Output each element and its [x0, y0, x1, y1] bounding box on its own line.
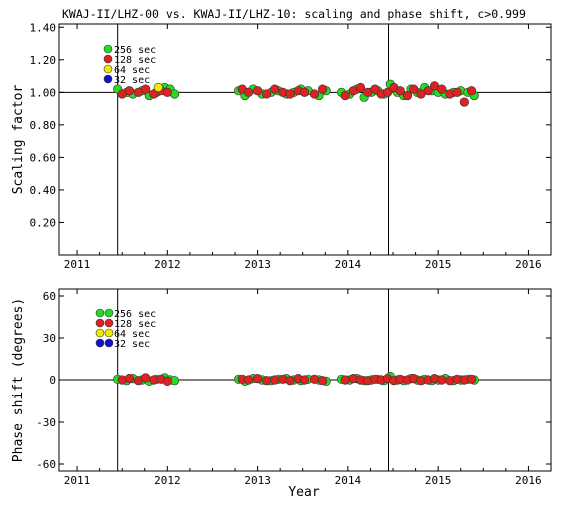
data-point-red: [243, 375, 254, 385]
y-tick-label: 0.40: [30, 184, 57, 197]
y-tick-label: 0.80: [30, 119, 57, 132]
x-axis-label: Year: [288, 485, 319, 500]
data-point-red: [243, 87, 254, 97]
legend-marker-yellow: [95, 328, 105, 338]
data-point-red: [383, 87, 393, 97]
legend-label: 64 sec: [114, 65, 150, 76]
legend-marker-green: [104, 308, 114, 318]
data-point-red: [285, 376, 295, 386]
x-tick-label: 2014: [335, 258, 362, 271]
x-tick-label: 2012: [154, 258, 181, 271]
data-point-yellow: [153, 82, 163, 93]
data-point-red: [423, 86, 433, 96]
data-point-red: [318, 84, 328, 94]
legend-label: 256 sec: [114, 45, 156, 56]
data-point-red: [124, 374, 135, 384]
data-point-red: [270, 84, 280, 94]
y-tick-label: 0: [49, 374, 56, 387]
y-tick-label: -30: [36, 416, 56, 429]
data-point-red: [402, 90, 413, 101]
y-tick-label: 60: [43, 290, 56, 303]
x-tick-label: 2016: [515, 258, 542, 271]
y-tick-label: 30: [43, 332, 56, 345]
x-tick-label: 2015: [425, 258, 452, 271]
y-tick-label: 0.60: [30, 151, 57, 164]
data-point-red: [253, 374, 263, 384]
legend-marker-blue: [103, 74, 113, 84]
data-point-red: [437, 375, 447, 385]
data-point-red: [285, 89, 295, 99]
legend-marker-red: [95, 318, 105, 328]
data-point-red: [162, 87, 172, 97]
data-point-red: [124, 86, 135, 96]
y-tick-label: -60: [36, 458, 56, 471]
y-tick-label: 1.00: [30, 86, 57, 99]
data-point-red: [466, 86, 477, 96]
legend-marker-blue: [95, 338, 105, 348]
legend-label: 128 sec: [114, 55, 156, 66]
y-tick-label: 1.20: [30, 54, 57, 67]
data-point-red: [437, 84, 447, 94]
data-point-red: [340, 90, 350, 101]
data-point-red: [409, 84, 419, 94]
x-tick-label: 2011: [64, 258, 91, 271]
x-tick-label: 2011: [64, 474, 91, 487]
data-point-red: [299, 87, 310, 97]
data-point-red: [370, 84, 380, 94]
y-tick-label: 0.20: [30, 216, 57, 229]
data-point-red: [452, 87, 462, 97]
legend-marker-red: [104, 318, 114, 328]
x-tick-label: 2013: [244, 474, 271, 487]
data-point-red: [459, 97, 469, 107]
legend-marker-green: [95, 308, 105, 318]
y-axis-label: Scaling factor: [11, 85, 26, 195]
legend-label: 128 sec: [114, 319, 156, 330]
chart-title: KWAJ-II/LHZ-00 vs. KWAJ-II/LHZ-10: scali…: [62, 7, 526, 21]
y-axis-label: Phase shift (degrees): [11, 298, 26, 462]
chart-panels: 2011 2012 2013 2014 2015 2016 0.20 0.40 0.60 0.80…: [11, 21, 552, 487]
data-point-red: [309, 89, 320, 99]
data-point-red: [141, 84, 151, 94]
data-point-red: [340, 375, 350, 385]
x-tick-label: 2016: [515, 474, 542, 487]
legend-label: 32 sec: [114, 339, 150, 350]
data-point-red: [262, 376, 272, 386]
legend-marker-green: [103, 44, 113, 54]
legend-marker-blue: [104, 338, 114, 348]
chart-panel-1: 2011 2012 2013 2014 2015 2016 0.20 0.40 0.60 0.80…: [11, 21, 552, 271]
legend-label: 32 sec: [114, 75, 150, 86]
legend-marker-yellow: [103, 64, 113, 74]
legend-label: 64 sec: [114, 329, 150, 340]
data-point-red: [141, 373, 151, 383]
data-point-red: [299, 375, 310, 385]
data-point-red: [395, 86, 405, 96]
data-point-red: [318, 376, 328, 386]
data-point-red: [270, 375, 280, 385]
x-tick-label: 2014: [335, 474, 362, 487]
chart-panel-2: 2011 2012 2013 2014 2015 2016 -60 -30 0 30 60 Phase…: [11, 288, 552, 487]
data-point-red: [253, 86, 263, 96]
x-tick-label: 2012: [154, 474, 181, 487]
data-point-red: [355, 82, 366, 93]
legend-label: 256 sec: [114, 309, 156, 320]
data-point-red: [466, 374, 477, 384]
y-tick-label: 1.40: [30, 21, 57, 34]
x-tick-label: 2015: [425, 474, 452, 487]
data-point-red: [309, 374, 320, 384]
x-tick-label: 2013: [244, 258, 271, 271]
legend-marker-yellow: [104, 328, 114, 338]
data-point-red: [262, 89, 272, 99]
plot-frame: [58, 23, 552, 256]
legend-marker-red: [103, 54, 113, 64]
data-point-red: [162, 376, 172, 387]
